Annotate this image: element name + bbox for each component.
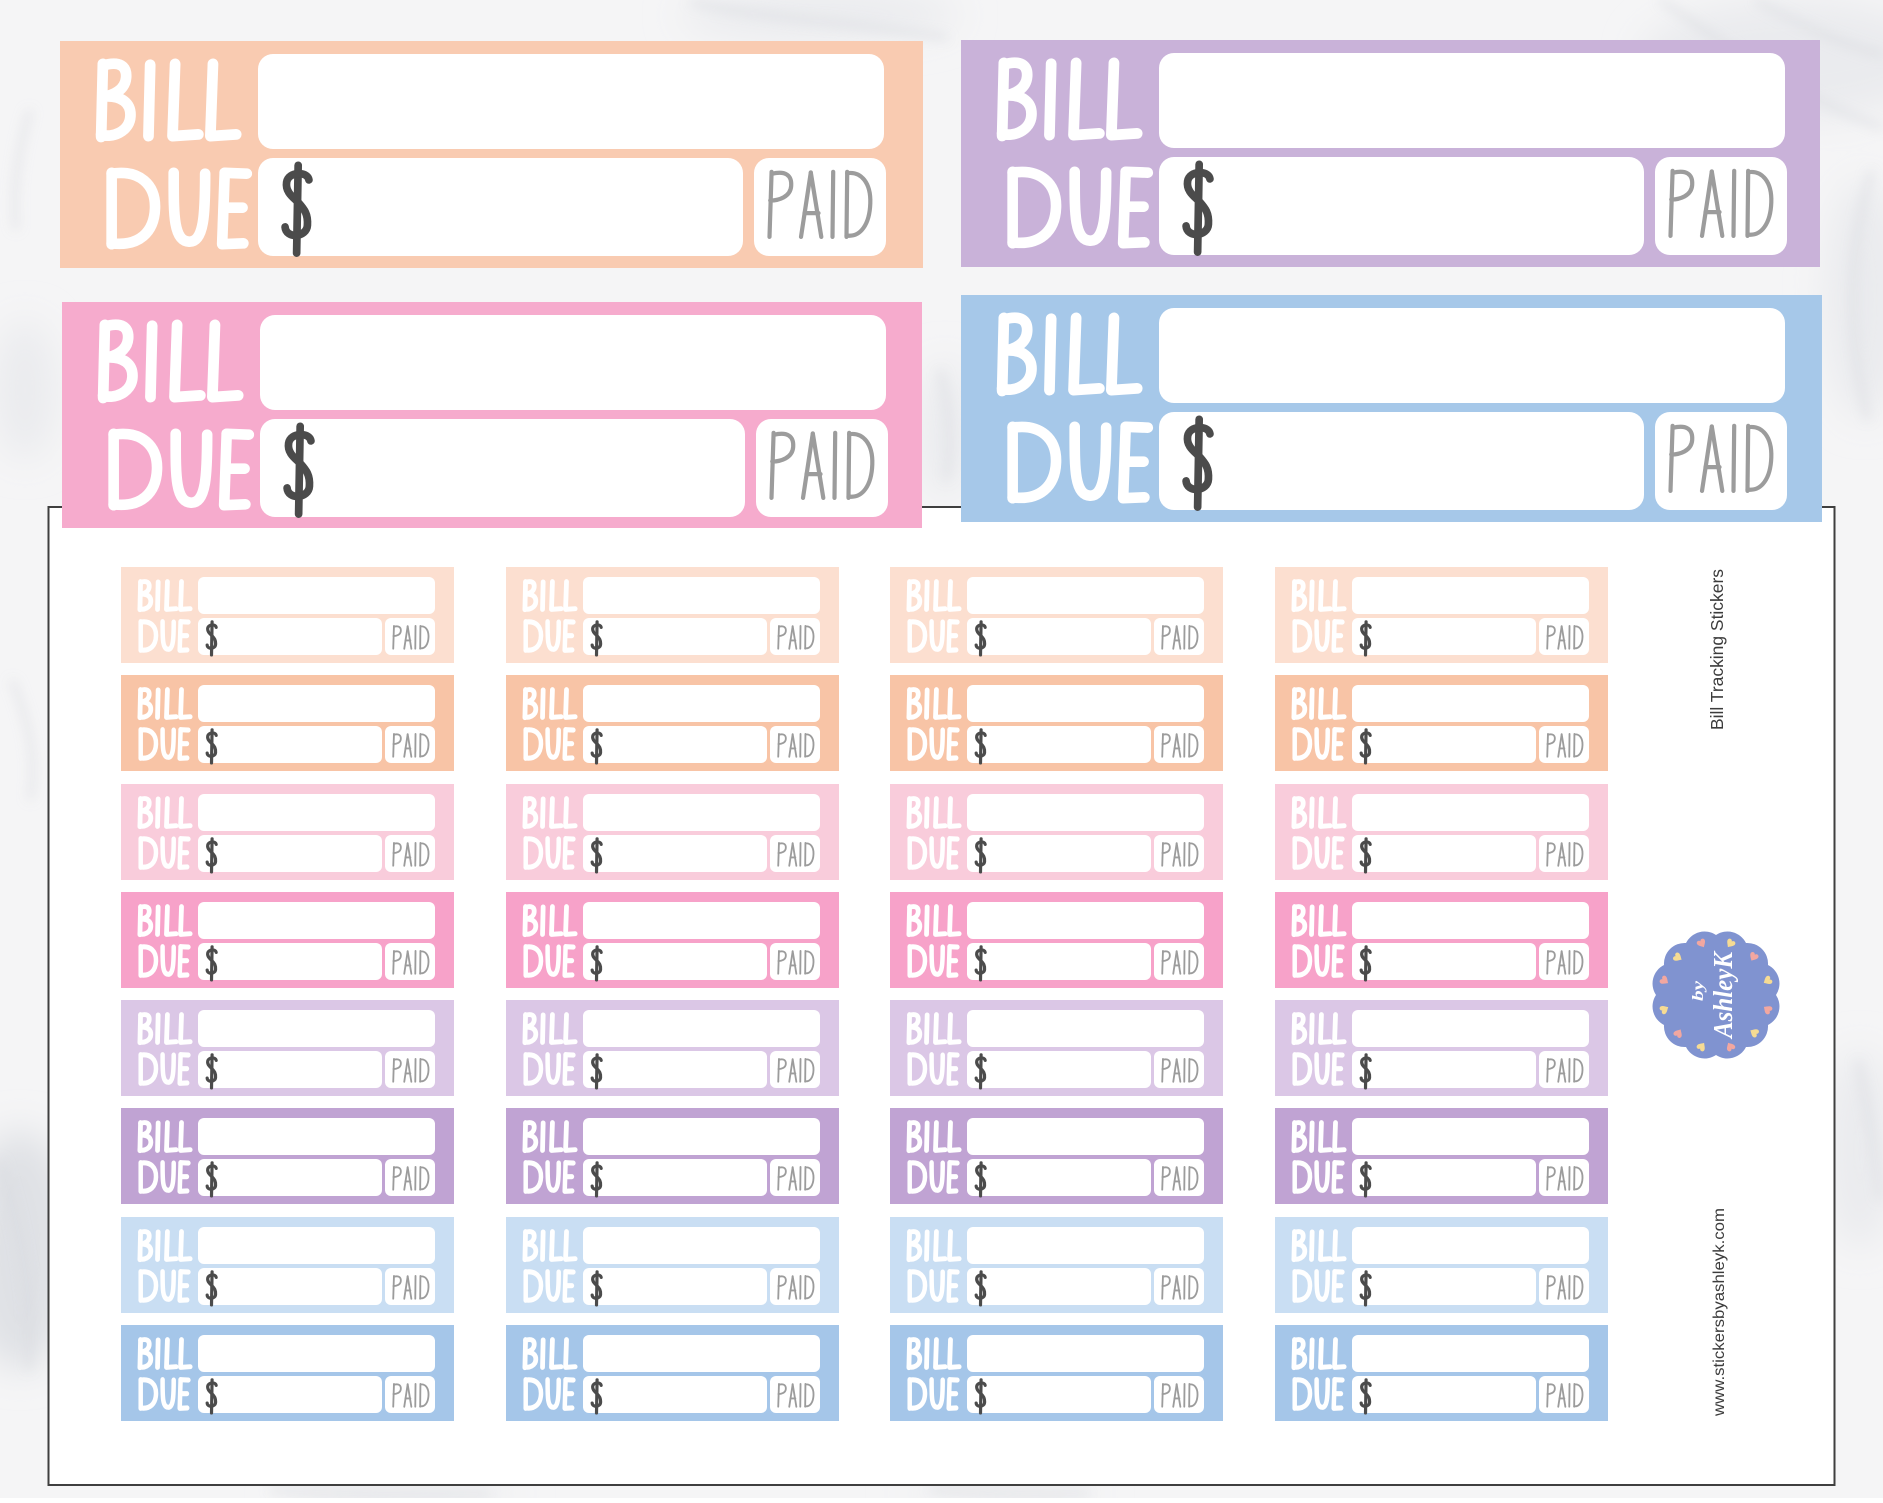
- svg-text:www.stickersbyashleyk.com: www.stickersbyashleyk.com: [1711, 1208, 1728, 1417]
- svg-text:Bill Tracking Stickers: Bill Tracking Stickers: [1707, 569, 1727, 730]
- svg-text:by: by: [1690, 980, 1707, 1001]
- svg-text:AshleyK: AshleyK: [1708, 950, 1738, 1040]
